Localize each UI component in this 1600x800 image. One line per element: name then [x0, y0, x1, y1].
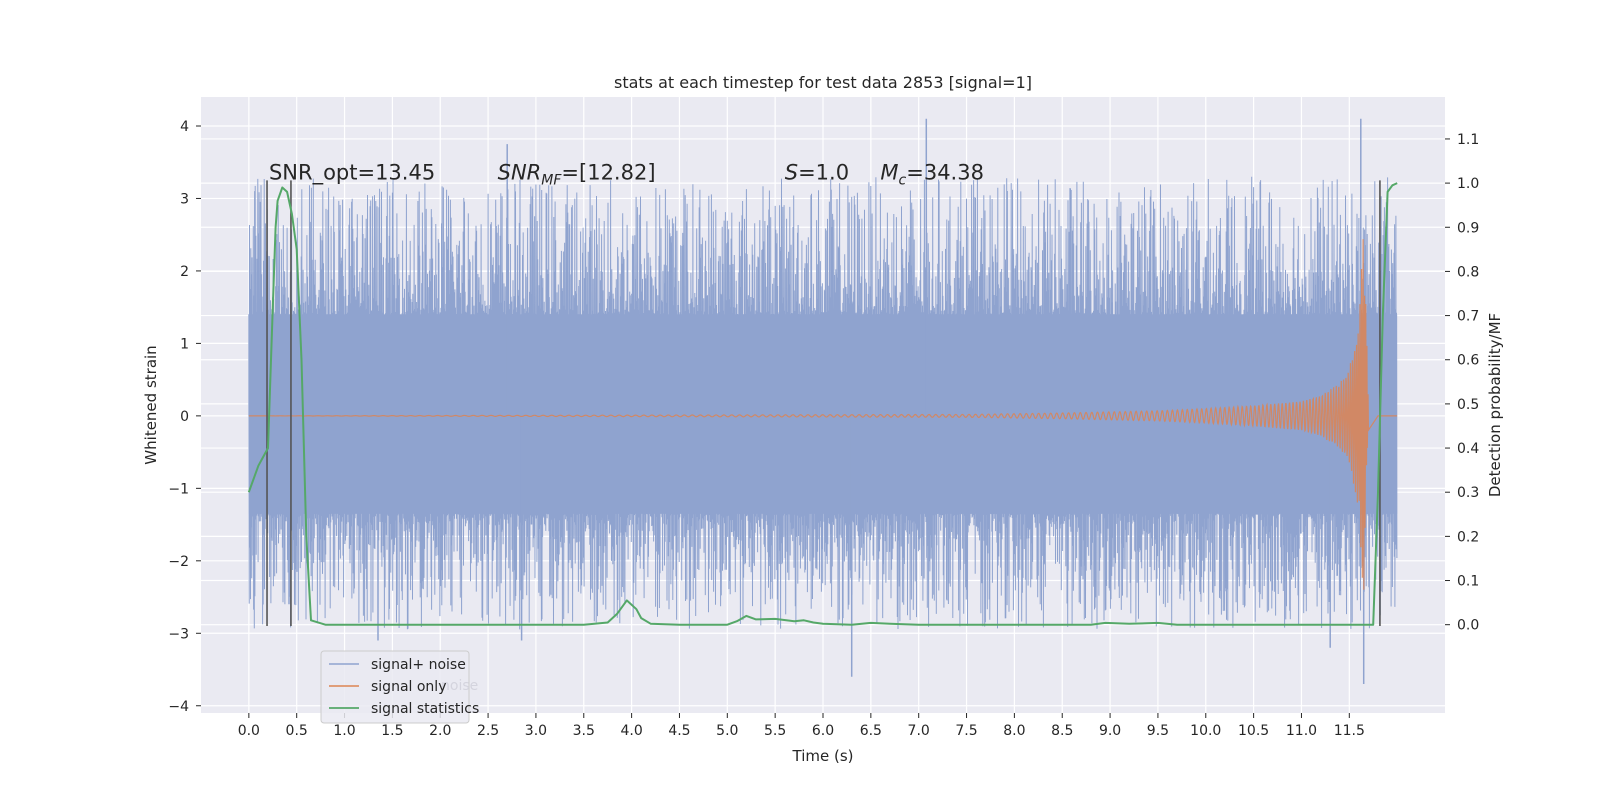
x-tick-label: 3.0: [525, 723, 547, 739]
y2-tick-label: 0.4: [1457, 441, 1479, 457]
annotation-snr-opt: SNR_opt=13.45: [269, 160, 435, 185]
y-tick-label: 3: [180, 191, 189, 207]
x-tick-label: 4.5: [668, 723, 690, 739]
chart-title: stats at each timestep for test data 285…: [614, 73, 1032, 92]
y2-tick-label: 0.7: [1457, 309, 1479, 325]
x-tick-label: 7.0: [908, 723, 930, 739]
x-tick-label: 11.5: [1334, 723, 1365, 739]
x-tick-label: 5.5: [764, 723, 786, 739]
legend-label-signal: signal only: [371, 679, 446, 695]
y-axis-ticks: 4 3 2 1 0 −1 −2 −3 −4: [168, 119, 201, 715]
y-tick-label: 4: [180, 119, 189, 135]
y2-axis-label: Detection probability/MF: [1486, 313, 1504, 497]
x-tick-label: 11.0: [1286, 723, 1317, 739]
signal-statistics-series: [247, 182, 1398, 626]
x-tick-label: 0.5: [286, 723, 308, 739]
legend-ghost-text: noise: [441, 678, 478, 694]
y-tick-label: 0: [180, 409, 189, 425]
y-axis-label: Whitened strain: [142, 345, 160, 464]
y2-tick-label: 0.1: [1457, 574, 1479, 590]
x-tick-label: 6.0: [812, 723, 834, 739]
x-tick-label: 4.0: [620, 723, 642, 739]
y-tick-label: −4: [168, 699, 189, 715]
legend-label-noise: signal+ noise: [371, 657, 466, 673]
y-tick-label: 1: [180, 336, 189, 352]
annotation-snr-mf: SNRMF=[12.82]: [498, 160, 656, 188]
x-axis-ticks: 0.0 0.5 1.0 1.5 2.0 2.5 3.0 3.5 4.0 4.5 5.0 5.5 6.0 6…: [238, 713, 1365, 739]
x-tick-label: 1.5: [381, 723, 403, 739]
x-tick-label: 2.0: [429, 723, 451, 739]
x-tick-label: 8.5: [1051, 723, 1073, 739]
y-tick-label: −2: [168, 554, 189, 570]
y2-tick-label: 0.5: [1457, 397, 1479, 413]
x-tick-label: 6.5: [860, 723, 882, 739]
x-axis-label: Time (s): [792, 747, 854, 765]
y-tick-label: −1: [168, 481, 189, 497]
x-tick-label: 3.5: [573, 723, 595, 739]
legend-box: [320, 650, 470, 724]
y2-tick-label: 0.8: [1457, 264, 1479, 280]
signal-line: [248, 239, 1398, 590]
stats-line: [247, 182, 1398, 626]
x-tick-label: 0.0: [238, 723, 260, 739]
x-tick-label: 2.5: [477, 723, 499, 739]
y2-tick-label: 0.6: [1457, 353, 1479, 369]
signal-only-series: [248, 239, 1398, 590]
y2-axis-ticks: 1.1 1.0 0.9 0.8 0.7 0.6 0.5 0.4 0.3 0.2 0.1 0.0: [1445, 132, 1479, 634]
legend: noise signal+ noise signal only signal s…: [320, 650, 479, 724]
y2-tick-label: 1.0: [1457, 176, 1479, 192]
y-tick-label: 2: [180, 264, 189, 280]
noise-spikes: [248, 176, 1398, 630]
y2-tick-label: 1.1: [1457, 132, 1479, 148]
x-tick-label: 5.0: [716, 723, 738, 739]
x-tick-label: 8.0: [1003, 723, 1025, 739]
y2-tick-label: 0.9: [1457, 220, 1479, 236]
y2-tick-label: 0.0: [1457, 618, 1479, 634]
x-tick-label: 10.5: [1238, 723, 1269, 739]
annotation-s: S=1.0: [785, 160, 849, 184]
legend-label-stats: signal statistics: [371, 701, 479, 717]
annotation-mc: Mc=34.38: [880, 160, 984, 188]
annotations: SNR_opt=13.45 SNRMF=[12.82] S=1.0 Mc=34.…: [269, 160, 984, 188]
x-tick-label: 1.0: [333, 723, 355, 739]
y2-tick-label: 0.2: [1457, 529, 1479, 545]
y-tick-label: −3: [168, 626, 189, 642]
x-tick-label: 9.5: [1147, 723, 1169, 739]
x-tick-label: 10.0: [1190, 723, 1221, 739]
y2-tick-label: 0.3: [1457, 485, 1479, 501]
x-tick-label: 9.0: [1099, 723, 1121, 739]
x-tick-label: 7.5: [955, 723, 977, 739]
